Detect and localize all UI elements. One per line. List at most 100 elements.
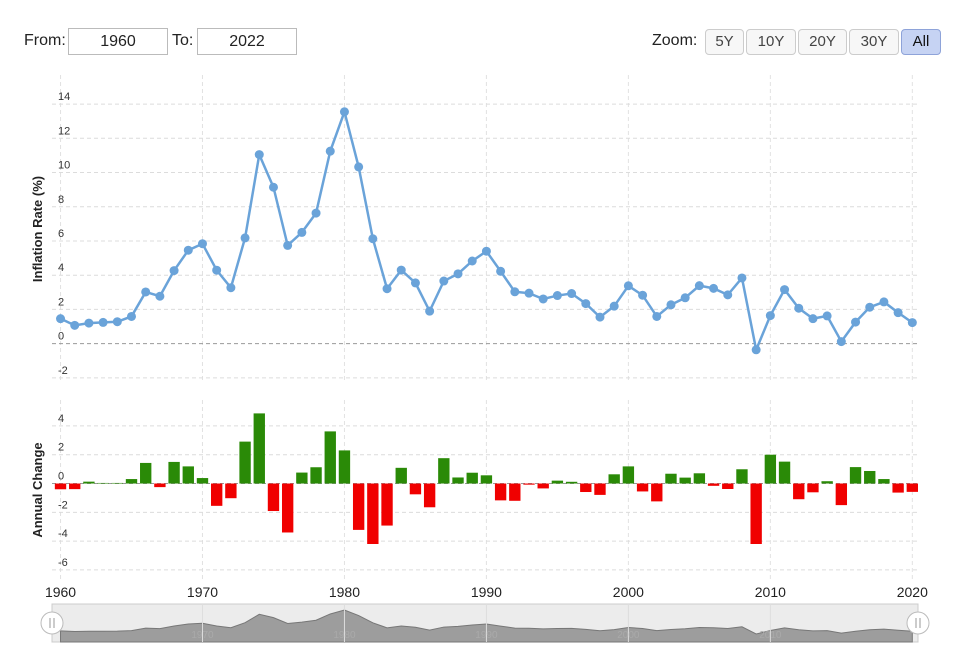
y-tick-label: 8 xyxy=(58,194,64,206)
marker xyxy=(638,290,648,300)
marker xyxy=(808,314,818,324)
bar xyxy=(310,467,322,484)
zoom-label: Zoom: xyxy=(652,32,698,49)
bar xyxy=(736,469,748,484)
marker xyxy=(311,208,321,218)
bar xyxy=(111,482,123,484)
zoom-button[interactable]: 20Y xyxy=(798,29,847,55)
y-tick-label: 0 xyxy=(58,471,64,483)
marker xyxy=(339,107,349,117)
marker xyxy=(595,312,605,322)
bar xyxy=(622,466,635,484)
x-tick-label: 2020 xyxy=(897,584,928,600)
marker xyxy=(567,289,577,299)
marker xyxy=(666,300,676,310)
bar xyxy=(693,473,706,484)
x-tick-label: 1980 xyxy=(329,584,360,600)
bar xyxy=(764,454,777,484)
x-tick-label: 2000 xyxy=(613,584,644,600)
bar xyxy=(281,483,294,533)
bar xyxy=(97,482,109,484)
marker xyxy=(581,299,591,309)
y-tick-label: -4 xyxy=(58,528,68,540)
y-tick-label: 10 xyxy=(58,160,70,172)
zoom-button[interactable]: All xyxy=(901,29,941,55)
from-label: From: xyxy=(24,32,66,49)
y-tick-label: 4 xyxy=(58,262,64,274)
y-tick-label: -6 xyxy=(58,557,68,569)
bar xyxy=(608,474,620,484)
to-label: To: xyxy=(172,32,194,49)
bar xyxy=(438,458,450,484)
bar xyxy=(523,483,535,485)
marker xyxy=(780,285,790,295)
marker xyxy=(751,345,761,355)
navigator-label: 1970 xyxy=(191,630,214,641)
marker xyxy=(98,317,108,327)
bar xyxy=(807,483,819,493)
bar xyxy=(636,483,649,492)
y-axis-label: Annual Change xyxy=(30,442,45,537)
marker xyxy=(481,246,491,256)
from-input[interactable]: 1960 xyxy=(68,28,168,55)
marker xyxy=(56,314,66,324)
marker xyxy=(907,318,917,328)
x-tick-label: 1970 xyxy=(187,584,218,600)
marker xyxy=(155,291,165,301)
bar xyxy=(211,483,223,506)
navigator-label: 2010 xyxy=(759,630,782,641)
bar xyxy=(83,481,95,484)
marker xyxy=(354,162,364,172)
zoom-button[interactable]: 30Y xyxy=(849,29,899,55)
marker xyxy=(169,266,179,276)
marker xyxy=(538,294,548,304)
marker xyxy=(425,306,435,316)
bar xyxy=(267,483,280,512)
marker xyxy=(680,293,690,303)
bar xyxy=(140,462,152,484)
navigator-handle[interactable] xyxy=(906,611,930,635)
bar xyxy=(182,466,194,484)
marker xyxy=(268,182,278,192)
bar xyxy=(580,483,592,493)
zoom-button[interactable]: 10Y xyxy=(746,29,796,55)
bar xyxy=(878,479,890,484)
bar xyxy=(154,483,166,488)
marker xyxy=(141,287,151,297)
bar xyxy=(565,481,578,484)
marker xyxy=(396,265,406,275)
marker xyxy=(865,302,875,312)
navigator-handle[interactable] xyxy=(40,611,64,635)
marker xyxy=(822,311,832,321)
marker xyxy=(368,234,378,244)
marker xyxy=(609,301,619,311)
bar xyxy=(324,431,336,484)
y-tick-label: -2 xyxy=(58,499,68,511)
bar xyxy=(423,483,436,508)
y-tick-label: 2 xyxy=(58,296,64,308)
bar xyxy=(253,413,265,484)
bar xyxy=(69,483,81,490)
bar xyxy=(651,483,663,502)
bar xyxy=(395,467,407,484)
marker xyxy=(453,269,463,279)
marker xyxy=(737,273,747,283)
bar xyxy=(537,483,549,489)
zoom-button[interactable]: 5Y xyxy=(705,29,744,55)
marker xyxy=(325,146,335,156)
bar xyxy=(381,483,393,526)
marker xyxy=(552,291,562,301)
marker xyxy=(283,240,293,250)
bar xyxy=(892,483,904,493)
marker xyxy=(851,317,861,327)
marker xyxy=(183,245,193,255)
bar xyxy=(54,483,67,490)
bar xyxy=(367,483,379,544)
bar xyxy=(466,472,478,484)
to-input[interactable]: 2022 xyxy=(197,28,297,55)
bar xyxy=(409,483,422,495)
marker xyxy=(836,337,846,347)
marker xyxy=(410,278,420,288)
bar xyxy=(778,461,791,484)
